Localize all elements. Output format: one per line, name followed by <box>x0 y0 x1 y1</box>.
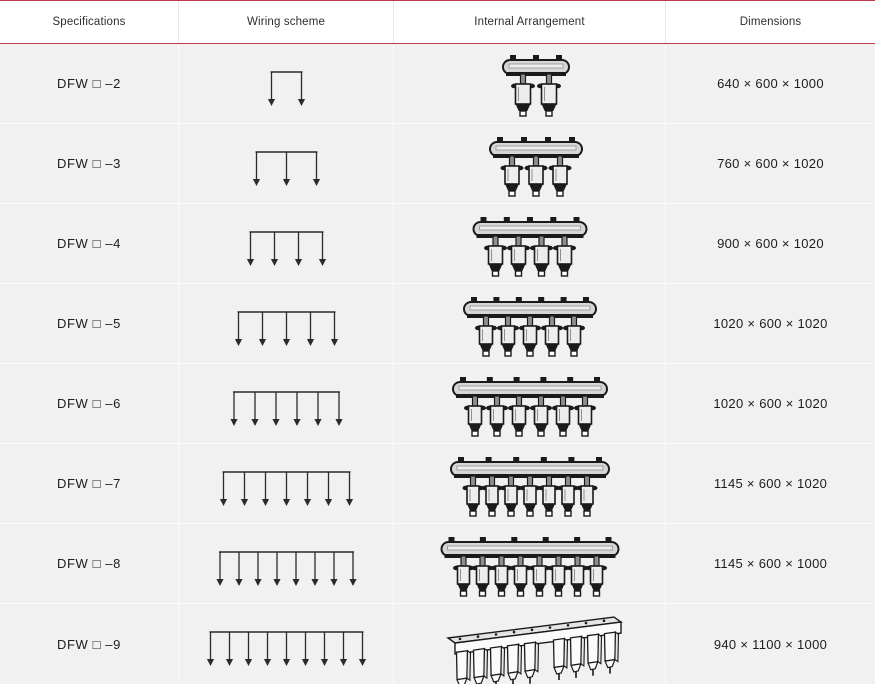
cell-specification: DFW □ –2 <box>0 44 178 123</box>
cell-wiring-scheme <box>178 524 393 603</box>
column-header-label: Dimensions <box>739 16 802 28</box>
cell-internal-arrangement <box>393 524 665 603</box>
column-header-label: Internal Arrangement <box>474 16 585 28</box>
dimensions-value: 760 × 600 × 1020 <box>717 156 824 171</box>
cell-internal-arrangement <box>393 604 665 684</box>
cell-specification: DFW □ –3 <box>0 124 178 203</box>
cell-internal-arrangement <box>393 364 665 443</box>
column-header-specifications: Specifications <box>0 1 178 43</box>
cell-internal-arrangement <box>393 124 665 203</box>
table-body: DFW □ –2 640 × 600 × 1000 DFW □ –3 760 × 60… <box>0 44 875 684</box>
dimensions-value: 1145 × 600 × 1000 <box>713 556 828 571</box>
wiring-diagram-8-branch <box>179 524 394 604</box>
cell-internal-arrangement <box>393 284 665 363</box>
table-row: DFW □ –8 1145 × 600 × 1000 <box>0 524 875 604</box>
dimensions-value: 1020 × 600 × 1020 <box>713 396 828 411</box>
wiring-diagram-2-branch <box>179 44 394 124</box>
wiring-diagram-3-branch <box>179 124 394 204</box>
specification-label: DFW □ –3 <box>57 156 121 171</box>
cell-wiring-scheme <box>178 44 393 123</box>
cell-dimensions: 1020 × 600 × 1020 <box>665 364 875 443</box>
cell-specification: DFW □ –4 <box>0 204 178 283</box>
dimensions-value: 640 × 600 × 1000 <box>717 76 824 91</box>
table-row: DFW □ –5 1020 × 600 × 1020 <box>0 284 875 364</box>
dimensions-value: 900 × 600 × 1020 <box>717 236 824 251</box>
table-row: DFW □ –4 900 × 600 × 1020 <box>0 204 875 284</box>
wiring-diagram-7-branch <box>179 444 394 524</box>
cell-wiring-scheme <box>178 284 393 363</box>
internal-arrangement-illustration-6-unit <box>394 364 666 444</box>
dimensions-value: 940 × 1100 × 1000 <box>713 636 828 652</box>
wiring-diagram-4-branch <box>179 204 394 284</box>
cell-dimensions: 1145 × 600 × 1000 <box>665 524 875 603</box>
cell-internal-arrangement <box>393 44 665 123</box>
cell-wiring-scheme <box>178 364 393 443</box>
cell-specification: DFW □ –7 <box>0 444 178 523</box>
cell-specification: DFW □ –9 <box>0 604 178 684</box>
column-header-dimensions: Dimensions <box>665 1 875 43</box>
specification-label: DFW □ –6 <box>57 396 121 411</box>
table-row: DFW □ –6 1020 × 600 × 1020 <box>0 364 875 444</box>
internal-arrangement-illustration-9-unit <box>394 604 666 684</box>
dimensions-value: 1145 × 600 × 1020 <box>713 476 828 491</box>
cell-wiring-scheme <box>178 124 393 203</box>
cell-dimensions: 760 × 600 × 1020 <box>665 124 875 203</box>
wiring-diagram-5-branch <box>179 284 394 364</box>
table-header-row: Specifications Wiring scheme Internal Ar… <box>0 0 875 44</box>
cell-wiring-scheme <box>178 604 393 684</box>
internal-arrangement-illustration-4-unit <box>394 204 666 284</box>
internal-arrangement-illustration-3-unit <box>394 124 666 204</box>
cell-specification: DFW □ –6 <box>0 364 178 443</box>
cell-dimensions: 940 × 1100 × 1000 <box>665 604 875 684</box>
wiring-diagram-6-branch <box>179 364 394 444</box>
cell-dimensions: 900 × 600 × 1020 <box>665 204 875 283</box>
internal-arrangement-illustration-5-unit <box>394 284 666 364</box>
cell-wiring-scheme <box>178 204 393 283</box>
cell-internal-arrangement <box>393 444 665 523</box>
column-header-label: Wiring scheme <box>247 16 325 28</box>
cell-internal-arrangement <box>393 204 665 283</box>
specification-label: DFW □ –2 <box>57 76 121 91</box>
cell-specification: DFW □ –5 <box>0 284 178 363</box>
internal-arrangement-illustration-8-unit <box>394 524 666 604</box>
cell-dimensions: 640 × 600 × 1000 <box>665 44 875 123</box>
cell-wiring-scheme <box>178 444 393 523</box>
dimensions-value: 1020 × 600 × 1020 <box>713 316 828 331</box>
table-row: DFW □ –7 1145 × 600 × 1020 <box>0 444 875 524</box>
column-header-internal-arrangement: Internal Arrangement <box>393 1 665 43</box>
wiring-diagram-9-branch <box>179 604 394 684</box>
internal-arrangement-illustration-2-unit <box>394 44 666 124</box>
specification-label: DFW □ –4 <box>57 236 121 251</box>
column-header-label: Specifications <box>52 16 126 28</box>
internal-arrangement-illustration-7-unit <box>394 444 666 524</box>
cell-dimensions: 1020 × 600 × 1020 <box>665 284 875 363</box>
specification-label: DFW □ –5 <box>57 316 121 331</box>
table-row: DFW □ –2 640 × 600 × 1000 <box>0 44 875 124</box>
cell-specification: DFW □ –8 <box>0 524 178 603</box>
table-row: DFW □ –3 760 × 600 × 1020 <box>0 124 875 204</box>
specification-label: DFW □ –7 <box>57 476 121 491</box>
column-header-wiring-scheme: Wiring scheme <box>178 1 393 43</box>
specification-label: DFW □ –8 <box>57 556 121 571</box>
specification-label: DFW □ –9 <box>57 636 121 652</box>
table-row: DFW □ –9 940 × 1100 × 1000 <box>0 604 875 684</box>
cell-dimensions: 1145 × 600 × 1020 <box>665 444 875 523</box>
